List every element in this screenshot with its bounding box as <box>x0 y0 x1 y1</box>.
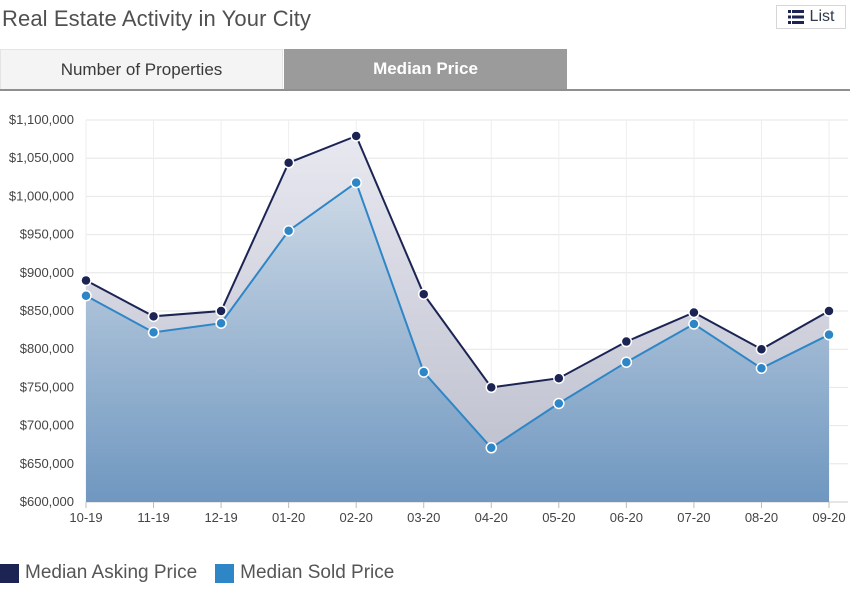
x-tick-label: 11-19 <box>137 510 169 525</box>
legend-label-sold: Median Sold Price <box>240 562 395 583</box>
x-tick-label: 06-20 <box>610 510 643 525</box>
data-point-asking <box>620 335 633 348</box>
legend-item-asking[interactable]: Median Asking Price <box>0 562 197 584</box>
x-tick-label: 12-19 <box>204 510 237 525</box>
data-point-asking <box>755 343 768 355</box>
list-view-button[interactable]: List <box>776 5 846 29</box>
chart-tabs: Number of Properties Median Price <box>0 49 850 91</box>
x-tick-label: 08-20 <box>745 510 778 525</box>
y-tick-label: $1,000,000 <box>9 188 74 203</box>
legend-item-sold[interactable]: Median Sold Price <box>215 562 394 584</box>
tab-number-of-properties[interactable]: Number of Properties <box>0 49 283 89</box>
data-point-sold <box>417 366 430 378</box>
x-tick-label: 09-20 <box>812 510 845 525</box>
y-tick-label: $800,000 <box>20 341 74 356</box>
page-title: Real Estate Activity in Your City <box>2 6 312 31</box>
data-point-sold <box>755 362 768 375</box>
y-tick-label: $1,100,000 <box>9 112 74 127</box>
y-tick-label: $750,000 <box>20 379 74 394</box>
x-tick-label: 02-20 <box>340 510 373 525</box>
data-point-asking <box>417 288 430 300</box>
data-point-sold <box>80 289 92 302</box>
y-tick-label: $650,000 <box>20 456 74 471</box>
data-point-sold <box>215 317 227 329</box>
x-tick-label: 05-20 <box>542 510 575 525</box>
y-tick-label: $700,000 <box>20 418 74 433</box>
area-fill-sold <box>86 182 829 502</box>
y-tick-label: $1,050,000 <box>9 150 74 165</box>
data-point-sold <box>282 225 295 237</box>
data-point-asking <box>215 305 227 317</box>
data-point-asking <box>80 274 92 287</box>
data-point-sold <box>485 442 498 454</box>
series-line-sold <box>85 181 830 450</box>
tab-median-price[interactable]: Median Price <box>284 49 567 89</box>
y-tick-label: $850,000 <box>20 303 74 318</box>
data-point-asking <box>485 381 498 394</box>
median-price-chart: $1,100,000 $1,050,000 $1,000,000 $950,000 $9… <box>9 112 848 525</box>
legend-swatch-asking <box>0 563 19 583</box>
x-tick-label: 07-20 <box>677 510 710 525</box>
x-tick-label: 04-20 <box>475 510 508 525</box>
data-point-asking <box>688 306 700 319</box>
data-point-asking <box>553 372 565 384</box>
data-point-sold <box>147 326 160 339</box>
data-point-asking <box>282 157 295 169</box>
y-tick-label: $950,000 <box>20 227 74 242</box>
x-tick-label: 03-20 <box>407 510 440 525</box>
data-point-sold <box>620 356 633 368</box>
y-tick-label: $600,000 <box>20 494 74 509</box>
x-tick-label: 10-19 <box>69 510 102 525</box>
data-point-sold <box>553 397 565 410</box>
legend-label-asking: Median Asking Price <box>25 562 198 583</box>
data-point-sold <box>350 176 362 189</box>
data-point-sold <box>823 328 835 341</box>
y-tick-label: $900,000 <box>20 265 74 280</box>
data-point-asking <box>823 305 835 317</box>
list-button-label: List <box>809 8 835 25</box>
data-point-asking <box>147 310 160 323</box>
chart-legend: Median Asking Price Median Sold Price <box>0 562 412 584</box>
legend-swatch-sold <box>215 563 235 583</box>
series-line-asking <box>85 134 830 389</box>
x-tick-label: 01-20 <box>272 510 305 525</box>
data-point-asking <box>350 130 362 142</box>
list-icon <box>787 10 804 24</box>
data-point-sold <box>688 318 700 330</box>
